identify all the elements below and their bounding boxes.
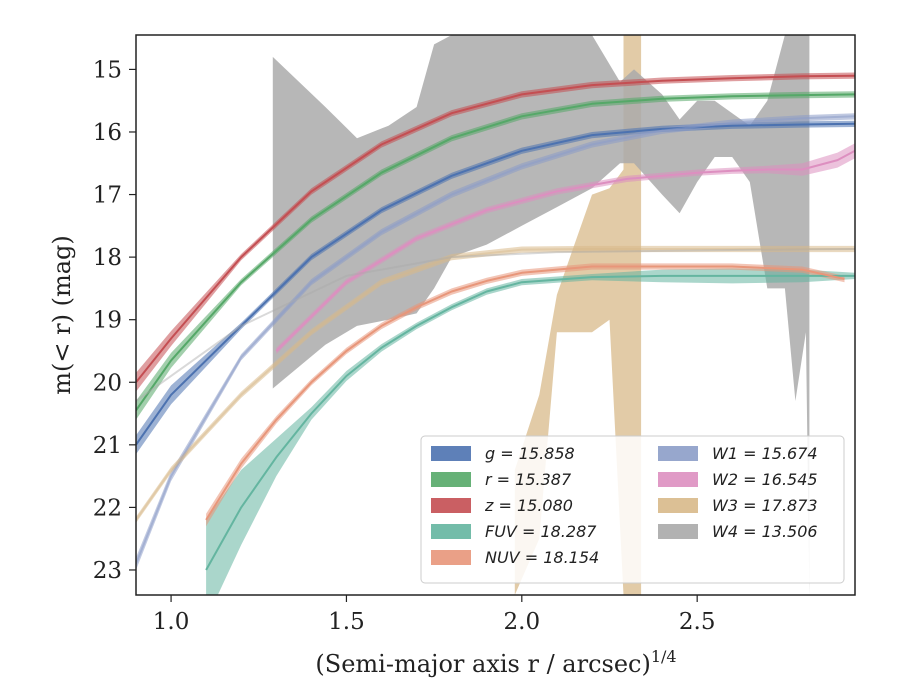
legend-label-w3: W3 = 17.873 <box>712 496 818 515</box>
legend-label-z: z = 15.080 <box>484 496 573 515</box>
y-tick-label: 21 <box>93 433 122 459</box>
legend-label-w2: W2 = 16.545 <box>712 470 818 489</box>
legend-swatch-g <box>431 446 471 461</box>
line-fuv <box>205 274 855 571</box>
y-tick-label: 22 <box>93 495 122 521</box>
y-axis-label: m(< r) (mag) <box>48 235 76 394</box>
legend-swatch-z <box>431 498 471 513</box>
legend-label-g: g = 15.858 <box>485 444 575 463</box>
y-tick-label: 23 <box>93 558 122 584</box>
legend-swatch-fuv <box>431 524 471 539</box>
legend-swatch-nuv <box>431 550 471 565</box>
legend-label-r: r = 15.387 <box>485 470 572 489</box>
legend-label-w1: W1 = 15.674 <box>712 444 818 463</box>
y-tick-label: 17 <box>93 183 122 209</box>
y-tick-label: 16 <box>93 120 122 146</box>
y-tick-label: 18 <box>93 245 122 271</box>
legend-box <box>420 435 845 584</box>
y-tick-label: 19 <box>93 308 122 334</box>
y-tick-label: 20 <box>93 370 122 396</box>
legend-swatch-w2 <box>658 472 698 487</box>
legend-swatch-w3 <box>658 498 698 513</box>
legend: g = 15.858 r = 15.387 z = 15.080 FUV = 18.2… <box>420 435 845 584</box>
line-w2 <box>275 149 855 352</box>
x-axis-label: (Semi-major axis r / arcsec)1/4 <box>315 647 676 678</box>
band-w2 <box>276 143 855 355</box>
line-w4 <box>136 248 855 402</box>
series-lines <box>136 74 855 571</box>
legend-swatch-w1 <box>658 446 698 461</box>
line-nuv <box>205 265 845 521</box>
legend-swatch-r <box>431 472 471 487</box>
x-tick-label: 1.5 <box>328 609 365 635</box>
line-r <box>136 93 855 411</box>
x-tick-label: 2.5 <box>679 609 716 635</box>
line-z <box>136 74 855 383</box>
x-tick-label: 2.0 <box>504 609 541 635</box>
line-w1 <box>136 115 855 565</box>
legend-label-nuv: NUV = 18.154 <box>485 548 599 567</box>
line-g <box>136 122 855 446</box>
legend-swatch-w4 <box>658 524 698 539</box>
x-tick-label: 1.0 <box>153 609 190 635</box>
line-w3 <box>136 248 855 521</box>
legend-label-w4: W4 = 13.506 <box>712 522 818 541</box>
axis-ticks: 1.0 1.5 2.0 2.5 15 16 17 18 19 20 21 22 23 <box>93 57 716 635</box>
plot-frame <box>135 34 856 596</box>
legend-label-fuv: FUV = 18.287 <box>485 522 597 541</box>
y-tick-label: 15 <box>93 57 122 83</box>
